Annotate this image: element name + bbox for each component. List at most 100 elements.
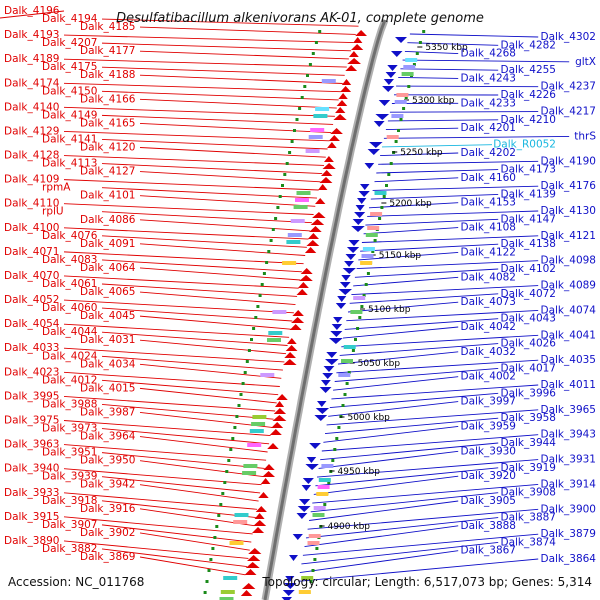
right-gene-label: Dalk_4243 xyxy=(461,72,517,84)
right-connector xyxy=(398,77,458,78)
tick-dot xyxy=(206,580,209,583)
tick-dot xyxy=(365,283,368,286)
reverse-gene-arrow xyxy=(391,51,403,57)
tick-dot xyxy=(217,514,220,517)
tick-dot xyxy=(380,206,383,209)
tick-dot xyxy=(293,129,296,132)
reverse-gene-arrow xyxy=(283,590,295,596)
forward-gene-arrow xyxy=(272,415,286,421)
left-gene-label: Dalk_3987 xyxy=(80,406,136,418)
reverse-gene-arrow xyxy=(336,303,346,309)
reverse-gene-arrow xyxy=(322,373,333,379)
kbp-mark: 5000 kbp xyxy=(347,413,390,423)
reverse-gene-arrow xyxy=(324,366,335,372)
right-gene-label: Dalk_4042 xyxy=(461,321,517,333)
tick-dot xyxy=(219,503,222,506)
accession-label: Accession: NC_011768 xyxy=(8,575,144,589)
forward-gene-arrow xyxy=(256,506,267,512)
tick-dot xyxy=(306,74,309,77)
feature-block xyxy=(295,198,309,202)
tick-dot xyxy=(261,283,264,286)
left-gene-label: rpmA xyxy=(42,182,71,194)
feature-block xyxy=(306,149,320,153)
tick-dot xyxy=(335,437,338,440)
forward-gene-arrow xyxy=(318,184,327,190)
tick-dot xyxy=(242,382,245,385)
reverse-gene-arrow xyxy=(346,254,357,260)
kbp-mark: 5150 kbp xyxy=(379,251,422,261)
tick-dot xyxy=(419,41,422,44)
feature-block xyxy=(391,114,403,118)
reverse-gene-arrow xyxy=(387,65,397,71)
reverse-gene-arrow xyxy=(369,142,383,148)
reverse-gene-arrow xyxy=(356,205,365,211)
tick-dot xyxy=(288,151,291,154)
feature-block xyxy=(235,513,249,517)
tick-dot xyxy=(378,217,381,220)
feature-block xyxy=(402,72,414,76)
tick-dot xyxy=(223,481,226,484)
tick-dot xyxy=(402,107,405,110)
reverse-gene-arrow xyxy=(344,261,354,267)
tick-dot xyxy=(315,41,318,44)
left-gene-label: rplU xyxy=(42,206,64,218)
genome-map: 5350 kbp 5300 kbp 5250 kbp 5200 kbp 5150 kbp… xyxy=(0,0,600,600)
forward-gene-arrow xyxy=(308,233,319,239)
forward-gene-arrow xyxy=(298,282,309,288)
feature-block xyxy=(341,359,353,363)
feature-block xyxy=(313,114,327,118)
left-connector xyxy=(140,292,296,305)
right-gene-label: Dalk_3864 xyxy=(541,553,597,565)
tick-dot xyxy=(360,305,363,308)
reverse-gene-arrow xyxy=(299,499,310,505)
feature-block xyxy=(309,135,323,139)
forward-gene-arrow xyxy=(338,93,347,99)
tick-dot xyxy=(346,382,349,385)
reverse-gene-arrow xyxy=(354,212,365,218)
feature-block xyxy=(353,296,365,300)
feature-block xyxy=(310,128,324,132)
reverse-gene-arrow xyxy=(343,268,356,274)
forward-gene-arrow xyxy=(248,548,261,554)
tick-dot xyxy=(309,63,312,66)
kbp-mark: 4950 kbp xyxy=(338,467,381,477)
tick-dot xyxy=(227,459,230,462)
tick-dot xyxy=(233,426,236,429)
forward-gene-arrow xyxy=(305,247,316,253)
tick-dot xyxy=(256,305,259,308)
left-connector xyxy=(140,388,277,403)
reverse-gene-arrow xyxy=(384,79,394,85)
left-connector xyxy=(102,43,351,51)
feature-block xyxy=(319,478,331,482)
tick-dot xyxy=(281,184,284,187)
reverse-gene-arrow xyxy=(329,338,343,344)
right-gene-label: gltX xyxy=(575,56,596,68)
right-gene-label: Dalk_4122 xyxy=(461,246,517,258)
left-connector xyxy=(64,83,341,91)
tick-dot xyxy=(267,250,270,253)
forward-gene-arrow xyxy=(321,170,332,176)
left-gene-label: Dalk_3902 xyxy=(80,527,136,539)
left-gene-label: Dalk_3916 xyxy=(80,503,136,515)
reverse-gene-arrow xyxy=(330,331,342,337)
feature-block xyxy=(366,233,378,237)
left-gene-label: Dalk_4091 xyxy=(80,238,136,250)
tick-dot xyxy=(240,393,243,396)
left-gene-label: Dalk_4177 xyxy=(80,45,136,57)
reverse-gene-arrow xyxy=(360,184,370,190)
right-connector xyxy=(353,277,458,286)
forward-gene-arrow xyxy=(262,471,275,477)
reverse-gene-arrow xyxy=(321,380,331,386)
tick-dot xyxy=(259,294,262,297)
tick-dot xyxy=(296,118,299,121)
tick-dot xyxy=(356,327,359,330)
reverse-gene-arrow xyxy=(386,72,397,78)
feature-block xyxy=(321,464,333,468)
forward-gene-arrow xyxy=(315,198,325,204)
tick-dot xyxy=(246,360,249,363)
kbp-mark: 5250 kbp xyxy=(400,148,443,158)
forward-gene-arrow xyxy=(345,65,357,71)
right-gene-label: Dalk_3888 xyxy=(461,520,517,532)
left-connector xyxy=(64,35,353,43)
tick-dot xyxy=(254,316,257,319)
